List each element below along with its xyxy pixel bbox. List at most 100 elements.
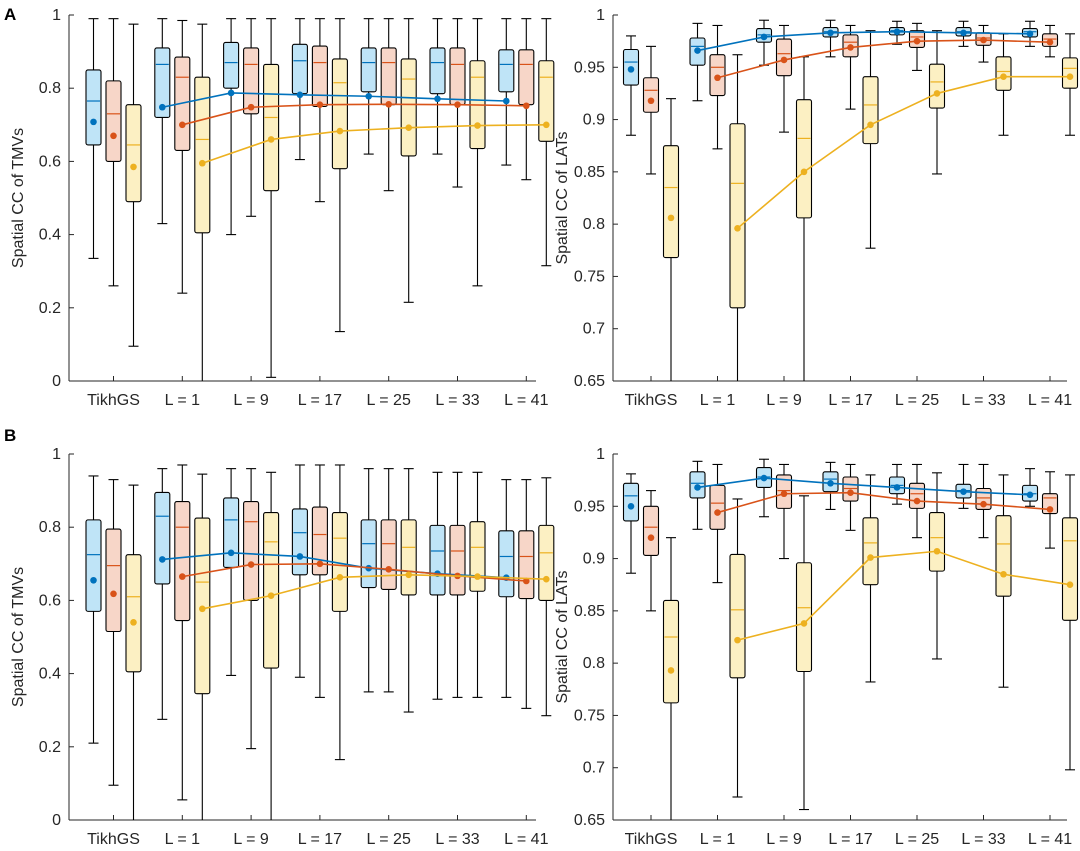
box-iqr [291, 43, 308, 95]
x-tick-label: L = 33 [435, 392, 479, 409]
box-iqr [311, 45, 328, 108]
y-tick-label: 0.4 [39, 666, 61, 683]
mean-marker [130, 619, 137, 626]
box-iqr [538, 60, 555, 142]
mean-trend-line [202, 124, 547, 164]
box-plot [709, 24, 726, 150]
chart-a-lat: 0.65 0.7 0.75 0.8 0.85 0.9 0.95 1 TikhGS L = 1 L =… [554, 7, 1079, 409]
y-tick-label: 0.8 [583, 216, 605, 233]
mean-marker [1000, 570, 1007, 578]
x-tick-label: L = 25 [367, 831, 411, 848]
box-iqr [862, 76, 879, 145]
x-tick-label: L = 17 [298, 392, 342, 409]
chart-b-lat: 0.65 0.7 0.75 0.8 0.85 0.9 0.95 1 TikhGS L = 1 L =… [554, 446, 1079, 848]
mean-marker [316, 101, 324, 108]
chart-a-tmv: 0 0.2 0.4 0.6 0.8 1 TikhGS L = 1 L = 9 L = 17 L = … [10, 7, 555, 409]
mean-marker [434, 95, 441, 103]
box-plot [105, 18, 122, 287]
box-iqr [518, 49, 535, 106]
box-plot [360, 18, 377, 155]
box-plot [449, 471, 466, 698]
y-tick-label: 1 [596, 7, 605, 24]
mean-marker [385, 101, 393, 108]
box-iqr [223, 41, 240, 89]
mean-marker [1026, 30, 1034, 38]
box-iqr [243, 501, 260, 601]
y-tick-label: 0.4 [39, 227, 61, 244]
mean-marker [454, 101, 461, 108]
mean-marker [667, 214, 675, 222]
x-tick-label: L = 9 [233, 831, 269, 848]
box-iqr [154, 491, 171, 585]
x-tick-label: L = 33 [961, 392, 1005, 409]
box-plot [729, 498, 746, 798]
box-plot [518, 479, 535, 709]
box-iqr [194, 76, 211, 234]
y-tick-label: 0.6 [39, 592, 61, 609]
box-plot [380, 468, 397, 693]
mean-trend-line [697, 30, 1031, 52]
x-tick-label: TikhGS [625, 392, 678, 409]
y-tick-label: 1 [52, 446, 61, 463]
mean-marker [867, 554, 874, 561]
box-plot [729, 54, 746, 381]
y-axis-label: Spatial CC of LATs [554, 570, 571, 703]
box-iqr [662, 599, 680, 704]
box-iqr [360, 47, 377, 93]
y-tick-label: 0.7 [583, 760, 605, 777]
mean-marker [847, 489, 854, 496]
mean-marker [365, 92, 373, 100]
mean-marker [247, 103, 255, 111]
box-iqr [498, 530, 515, 598]
mean-marker [385, 565, 393, 573]
mean-marker [734, 636, 741, 644]
box-plot [429, 471, 446, 700]
mean-marker [1046, 38, 1054, 46]
box-iqr [380, 519, 397, 590]
mean-marker [405, 571, 413, 579]
y-tick-label: 0.75 [574, 268, 605, 285]
mean-marker [1026, 491, 1034, 499]
mean-marker [760, 474, 768, 482]
y-tick-label: 0.2 [39, 300, 61, 317]
box-iqr [709, 484, 726, 530]
box-plot [194, 23, 211, 381]
box-plot [469, 471, 486, 698]
box-plot [795, 495, 813, 811]
mean-marker [627, 502, 635, 510]
box-plot [842, 24, 859, 110]
box-plot [995, 33, 1012, 136]
mean-marker [247, 561, 255, 568]
mean-trend-line [202, 573, 547, 610]
mean-trend-line [182, 103, 527, 126]
box-plot [263, 471, 280, 820]
mean-marker [523, 577, 530, 585]
y-tick-label: 0.85 [574, 603, 605, 620]
box-plot [105, 479, 122, 786]
mean-marker [199, 605, 206, 613]
mean-marker [647, 97, 655, 105]
y-tick-label: 0 [52, 812, 61, 829]
box-plot [662, 537, 680, 820]
y-tick-label: 0.85 [574, 164, 605, 181]
x-tick-label: L = 17 [298, 831, 342, 848]
box-iqr [729, 123, 746, 309]
x-tick-label: L = 41 [504, 831, 548, 848]
mean-marker [893, 484, 901, 491]
x-tick-label: L = 1 [165, 392, 201, 409]
box-plot [311, 464, 328, 698]
x-tick-label: L = 41 [1028, 392, 1072, 409]
y-tick-label: 0.9 [583, 551, 605, 568]
box-plot [518, 18, 535, 181]
box-plot [243, 18, 260, 217]
box-plot [263, 18, 280, 378]
mean-trend-line [162, 92, 507, 109]
y-tick-label: 0.7 [583, 321, 605, 338]
mean-marker [179, 121, 186, 129]
box-iqr [263, 512, 280, 669]
mean-marker [1066, 73, 1074, 80]
x-tick-label: TikhGS [87, 392, 140, 409]
box-plot [449, 18, 466, 188]
box-plot [662, 98, 680, 381]
box-plot [908, 22, 926, 71]
